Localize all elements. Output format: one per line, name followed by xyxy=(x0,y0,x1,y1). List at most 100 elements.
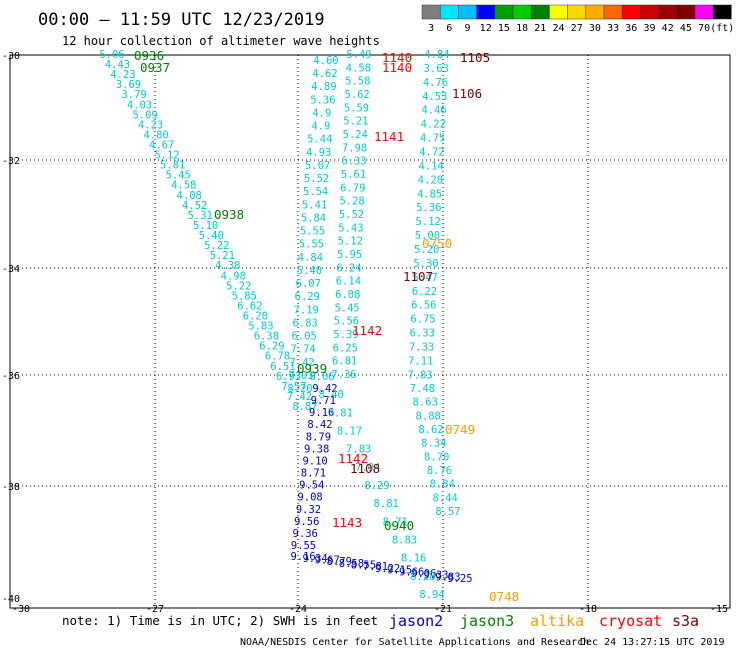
wave-height-value: 9.55 xyxy=(291,540,316,552)
wave-height-value: 7.36 xyxy=(331,369,356,381)
map-subtitle: 12 hour collection of altimeter wave hei… xyxy=(62,34,380,48)
wave-height-value: 8.71 xyxy=(301,468,326,480)
wave-height-value: 3.63 xyxy=(424,63,449,75)
wave-height-value: 5.40 xyxy=(297,265,322,277)
wave-height-value: 5.81 xyxy=(160,160,185,172)
footer-generated: Dec 24 13:27:15 UTC 2019 xyxy=(580,637,725,648)
wave-height-value: 7.03 xyxy=(288,370,313,382)
wave-height-value: 7.48 xyxy=(410,383,435,395)
legend-label: 39 xyxy=(643,23,655,34)
wave-height-value: 5.30 xyxy=(413,258,438,270)
wave-height-value: 7.83 xyxy=(346,444,371,456)
wave-height-value: 8.81 xyxy=(374,498,399,510)
wave-height-value: 6.79 xyxy=(340,182,365,194)
wave-height-value: 6.14 xyxy=(336,276,361,288)
wave-height-value: 9.36 xyxy=(293,528,318,540)
wave-height-value: 5.28 xyxy=(339,196,364,208)
wave-height-value: 5.07 xyxy=(305,160,330,172)
map-frame xyxy=(9,54,731,609)
wave-height-value: 6.83 xyxy=(293,317,318,329)
wave-height-value: 7.81 xyxy=(328,407,353,419)
legend-swatch xyxy=(676,4,696,20)
wave-height-value: 4.60 xyxy=(313,55,338,67)
wave-height-value: 9.10 xyxy=(302,456,327,468)
wave-height-value: 5.49 xyxy=(346,49,371,61)
wave-height-value: 8.42 xyxy=(307,419,332,431)
wave-height-value: 7.11 xyxy=(408,356,433,368)
wave-height-value: 9.34 xyxy=(302,553,327,565)
wave-height-value: 5.55 xyxy=(300,226,325,238)
legend-label: 70 xyxy=(698,23,710,34)
wave-height-value: 5.21 xyxy=(210,250,235,262)
wave-height-value: 4.9 xyxy=(311,121,330,133)
wave-height-value: 8.94 xyxy=(419,589,444,601)
wave-height-value: 6.56 xyxy=(411,300,436,312)
satellite-key-jason3: jason3 xyxy=(460,612,514,630)
wave-height-value: 5.55 xyxy=(299,239,324,251)
wave-height-value: 5.22 xyxy=(226,280,251,292)
legend-label: 15 xyxy=(498,23,510,34)
wave-height-value: 4.52 xyxy=(182,200,207,212)
wave-height-value: 9.66 xyxy=(399,566,424,578)
pass-time-label: 0938 xyxy=(214,207,244,222)
legend-swatch xyxy=(530,4,550,20)
lon-tick-label: -18 xyxy=(579,604,597,615)
wave-height-value: 5.61 xyxy=(341,169,366,181)
wave-height-value: 9.71 xyxy=(311,395,336,407)
pass-time-label: 0748 xyxy=(489,589,519,604)
legend-swatch xyxy=(640,4,659,20)
wave-height-value: 8.16 xyxy=(401,553,426,565)
wave-height-value: 9.15 xyxy=(387,565,412,577)
wave-height-value: 5.47 xyxy=(413,272,438,284)
wave-height-value: 5.12 xyxy=(416,216,441,228)
lat-lon-grid xyxy=(10,55,730,608)
wave-height-value: 4.28 xyxy=(418,174,443,186)
wave-height-value: 8.79 xyxy=(327,556,352,568)
legend-swatch xyxy=(603,4,623,20)
legend-swatch xyxy=(585,4,605,20)
wave-height-value: 4.22 xyxy=(421,119,446,131)
wave-height-value: 7.94 xyxy=(355,462,380,474)
lat-tick-label: -34 xyxy=(2,264,20,275)
wave-height-value: 4.03 xyxy=(127,99,152,111)
wave-height-value: 7.81 xyxy=(363,561,388,573)
wave-height-value: 5.06 xyxy=(99,49,124,61)
wave-height-value: 6.33 xyxy=(410,328,435,340)
pass-time-label: 0750 xyxy=(422,236,452,251)
wave-height-value: 6.38 xyxy=(254,331,279,343)
wave-height-value: 5.24 xyxy=(343,129,368,141)
wave-height-value: 8.88 xyxy=(416,410,441,422)
wave-height-value: 8.06 xyxy=(309,371,334,383)
wave-height-value: 4.93 xyxy=(306,147,331,159)
wave-height-value: 4.80 xyxy=(143,130,168,142)
wave-height-value: 9.06 xyxy=(411,568,436,580)
wave-height-value: 4.9 xyxy=(312,108,331,120)
legend-label: 36 xyxy=(625,23,637,34)
wave-height-value: 5.54 xyxy=(303,186,328,198)
wave-height-value: 6.29 xyxy=(295,291,320,303)
wave-height-value: 8.79 xyxy=(306,431,331,443)
legend-label: 9 xyxy=(464,23,470,34)
wave-height-value: 6.05 xyxy=(292,331,317,343)
wave-height-value: 3.69 xyxy=(116,79,141,91)
legend-label: 3 xyxy=(428,23,434,34)
wave-height-value: 4.72 xyxy=(419,147,444,159)
footer-credit: NOAA/NESDIS Center for Satellite Applica… xyxy=(240,637,589,648)
wave-height-value: 8.40 xyxy=(319,389,344,401)
wave-height-value: 5.31 xyxy=(188,210,213,222)
wave-height-value: 5.56 xyxy=(334,316,359,328)
wave-height-value: 5.59 xyxy=(344,102,369,114)
wave-height-value: 4.08 xyxy=(177,190,202,202)
wave-height-value: 4.43 xyxy=(105,59,130,71)
wave-height-value: 3.79 xyxy=(121,89,146,101)
pass-time-label: 1141 xyxy=(374,129,404,144)
pass-time-label: 0939 xyxy=(297,361,327,376)
legend-label: (ft) xyxy=(710,23,734,34)
wave-height-value: 6.81 xyxy=(332,356,357,368)
lat-tick-label: -40 xyxy=(2,594,20,605)
wave-height-value: 6.20 xyxy=(243,311,268,323)
legend-swatch xyxy=(658,4,678,20)
wave-height-value: 8.28 xyxy=(410,571,435,583)
map-title: 00:00 – 11:59 UTC 12/23/2019 xyxy=(38,10,325,30)
